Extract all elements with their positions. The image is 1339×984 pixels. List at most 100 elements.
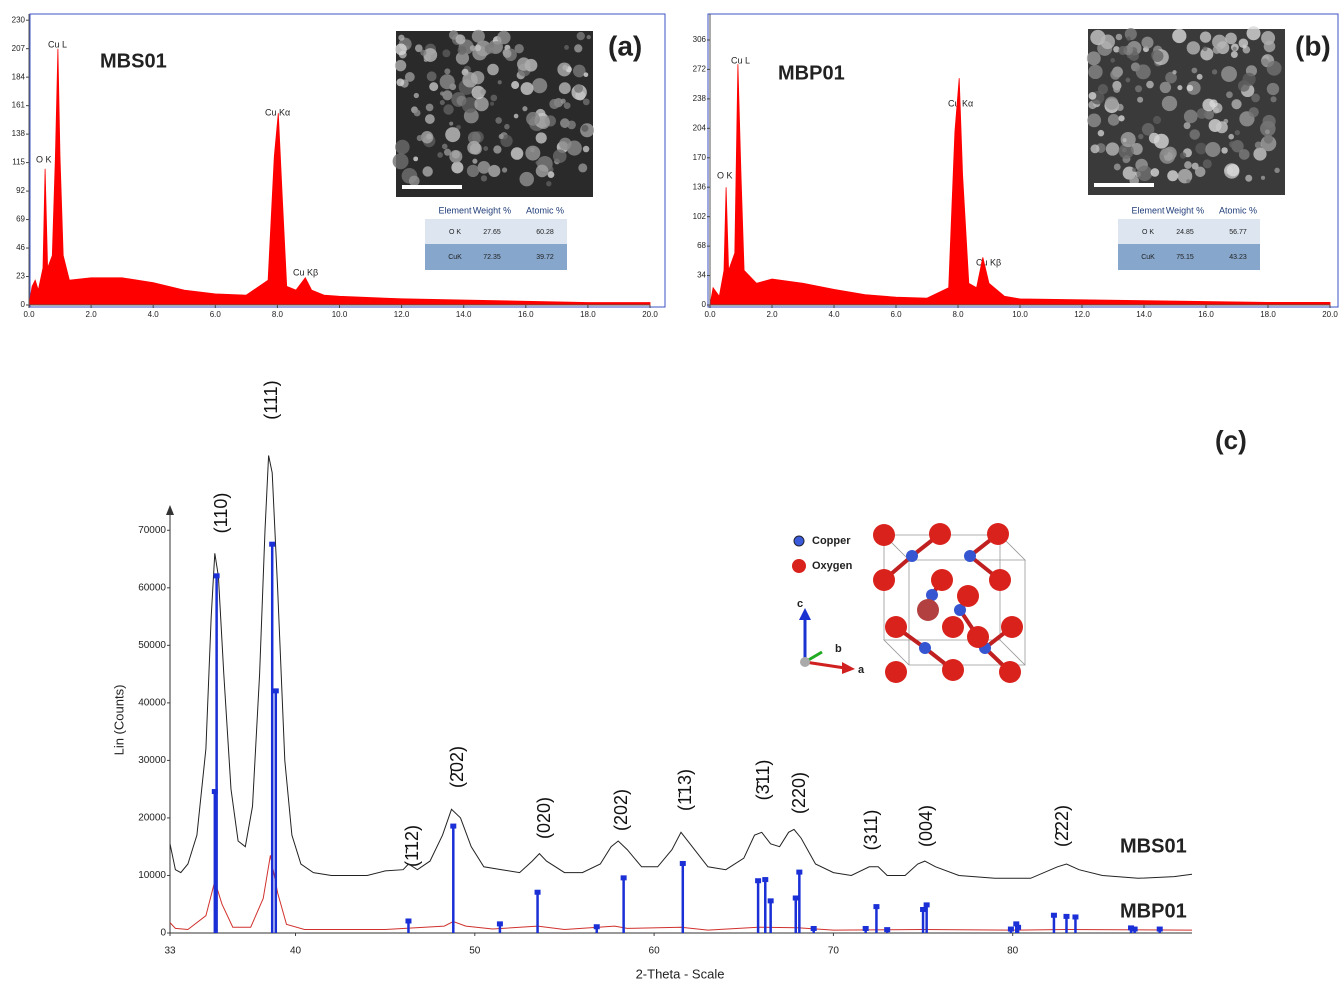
sem-grain [1132,167,1137,172]
sem-grain [501,167,508,173]
sem-image [392,29,595,197]
sem-grain [1159,81,1172,94]
sem-grain [574,44,583,53]
sem-grain [1113,163,1121,171]
spectrum [709,64,1331,306]
sem-grain [423,48,438,62]
reference-marker [1013,921,1020,927]
hkl-label: (311) [861,810,881,851]
sem-grain [1116,103,1124,112]
x-tick-label: 6.0 [210,310,222,319]
y-tick-label: 136 [693,182,707,191]
sem-grain [1186,80,1201,95]
peak-label: Cu Kβ [293,267,318,277]
sem-grain [493,145,502,154]
sem-grain [439,100,445,106]
sem-grain [1246,26,1261,41]
sem-grain [558,82,571,95]
panel-label: (a) [608,30,642,61]
table-row-bg [425,219,567,244]
sem-grain [449,121,454,126]
sem-grain [514,44,524,54]
reference-marker [873,904,880,910]
x-tick-label: 12.0 [394,310,410,319]
sem-grain [552,149,567,164]
x-tick-label: 16.0 [518,310,534,319]
sem-grain [1179,152,1187,159]
y-tick-label: 23 [16,272,25,281]
series-label: MBP01 [1120,900,1187,922]
sem-grain [1266,82,1280,96]
table-cell: 75.15 [1176,254,1194,261]
sem-grain [1232,46,1237,51]
sem-grain [1229,141,1236,148]
reference-marker [211,789,218,795]
sem-grain [1115,33,1123,41]
peak-label: Cu L [48,39,67,49]
reference-marker [923,902,930,908]
reference-marker [810,925,817,931]
sem-grain [457,45,467,55]
sem-grain [1090,144,1100,154]
legend-label: Copper [812,535,851,547]
panel-label: (b) [1295,30,1331,61]
sem-grain [396,78,405,87]
sem-grain [582,145,590,153]
sem-grain [1097,129,1105,137]
y-tick-label: 20000 [138,813,166,824]
sem-grain [480,175,488,182]
sem-grain [1242,44,1247,49]
sem-grain [1141,36,1154,49]
x-tick-label: 18.0 [580,310,596,319]
sem-grain [520,82,534,96]
y-tick-label: 102 [693,212,707,221]
sem-grain [455,51,470,65]
sem-grain [1167,170,1179,182]
sem-grain [442,49,451,58]
sem-grain [394,59,407,72]
sem-grain [1186,41,1201,55]
sem-grain [1225,32,1237,45]
y-tick-label: 68 [697,241,706,250]
hkl-label: (1̄12) [402,825,422,867]
sem-grain [1125,77,1131,83]
sem-grain [474,44,482,52]
sem-grain [1191,67,1198,74]
sem-grain [420,49,427,56]
x-tick-label: 4.0 [828,310,840,319]
x-tick-label: 0.0 [23,310,35,319]
sem-grain [1186,179,1191,184]
sem-grain [1088,92,1097,100]
reference-marker [593,924,600,930]
sem-grain [529,147,535,153]
sem-grain [511,81,520,90]
y-tick-label: 170 [693,153,707,162]
x-tick-label: 10.0 [332,310,348,319]
sem-grain [1221,147,1228,154]
table-cell: 24.85 [1176,229,1194,236]
x-axis-label: 2-Theta - Scale [636,966,725,981]
x-tick-label: 14.0 [456,310,472,319]
sem-grain [471,85,486,100]
y-tick-label: 70000 [138,525,166,536]
sem-grain [1254,141,1262,149]
axis-label: a [858,664,865,676]
sem-grain [497,30,511,45]
sem-grain [497,80,502,85]
sem-grain [1253,147,1267,161]
sample-label: MBS01 [100,50,167,72]
sem-grain [519,171,534,187]
peak-label: Cu L [731,55,750,65]
sem-grain [413,156,419,162]
sem-grain [498,133,504,140]
reference-marker [679,860,686,866]
sem-grain [426,71,437,82]
y-axis-label: Lin (Counts) [111,685,126,756]
sem-grain [441,143,448,150]
sem-grain [510,147,524,160]
reference-marker [884,927,891,933]
sem-grain [1230,51,1238,58]
sem-grain [502,49,512,58]
reference-marker [213,573,220,579]
y-tick-label: 10000 [138,870,166,881]
